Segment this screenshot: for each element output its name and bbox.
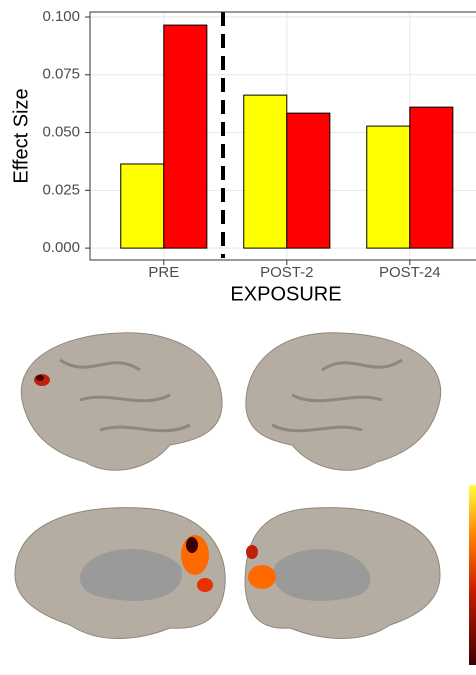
x-tick-label: PRE (148, 264, 179, 281)
colorbar (469, 485, 476, 665)
page: {"chart_data": {"type": "bar", "y_label"… (0, 0, 476, 675)
y-tick-label: 0.050 (42, 124, 80, 141)
y-tick-label: 0.100 (42, 8, 80, 25)
x-axis-title: EXPOSURE (230, 283, 341, 305)
y-axis-title: Effect Size (10, 88, 32, 183)
bar (367, 126, 410, 248)
brain-lateral-left (21, 333, 222, 470)
figure: Effect Size EXPOSURE 0.000 0.025 0.050 0.07… (0, 0, 476, 675)
brain-medial-right (245, 508, 440, 639)
y-tick-label: 0.000 (42, 239, 80, 256)
bar (164, 25, 207, 248)
brain-medial-left (15, 508, 225, 639)
x-tick-label: POST-24 (379, 264, 441, 281)
y-tick-label: 0.075 (42, 66, 80, 83)
bar (121, 164, 164, 248)
bar (287, 113, 330, 248)
brain-lateral-right (246, 333, 441, 470)
x-tick-label: POST-2 (260, 264, 313, 281)
bar (244, 95, 287, 248)
y-tick-label: 0.025 (42, 181, 80, 198)
bar (410, 107, 453, 248)
